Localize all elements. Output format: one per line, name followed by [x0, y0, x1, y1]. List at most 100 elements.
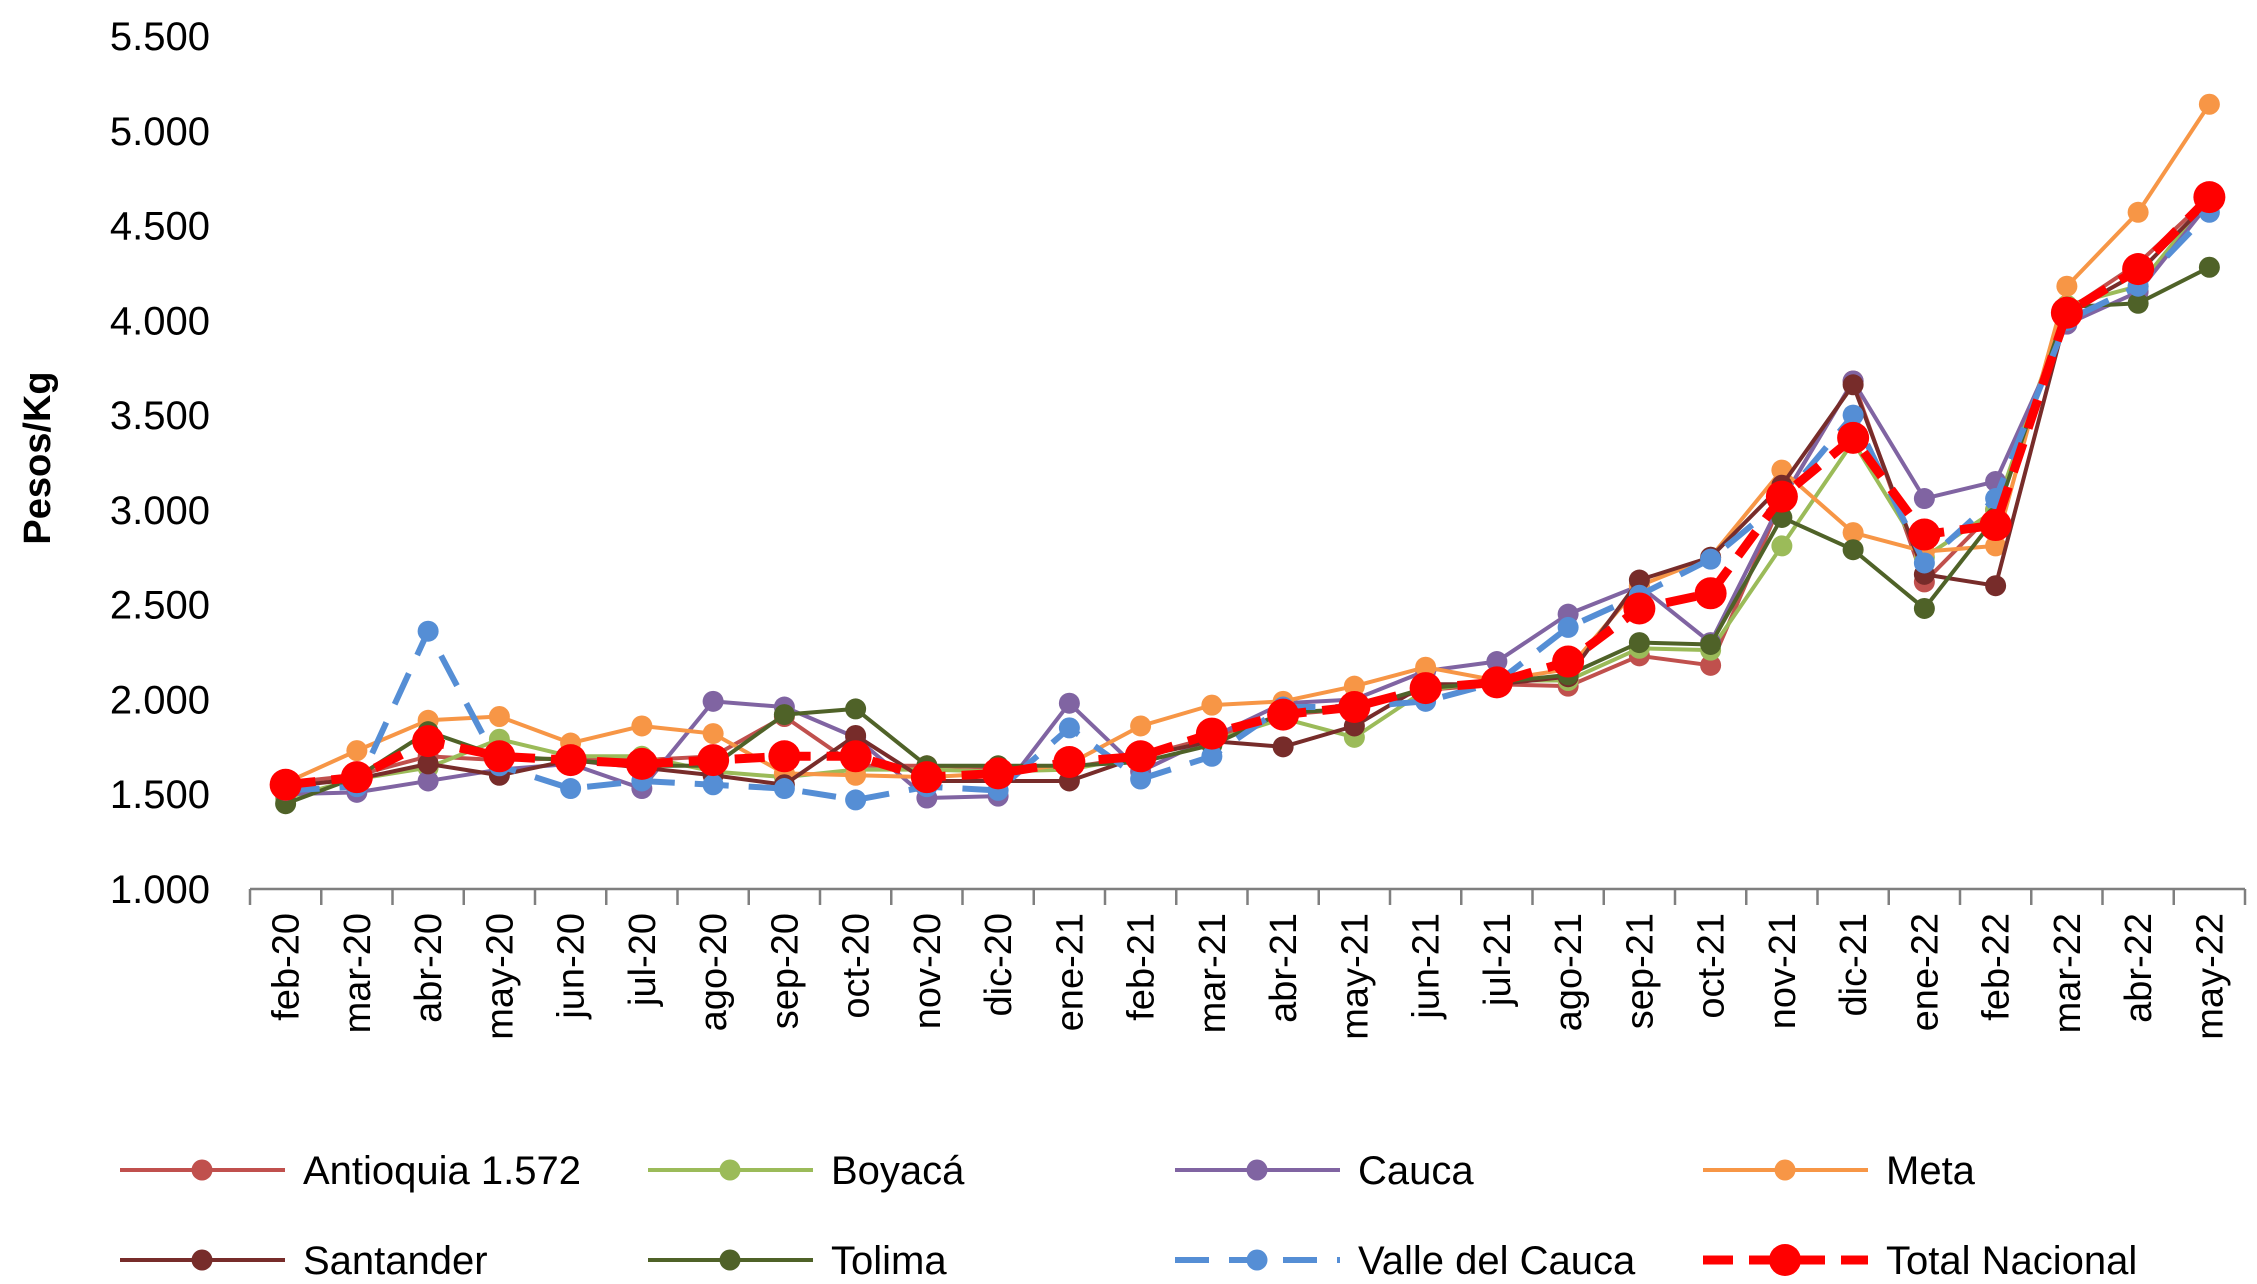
series-cauca	[275, 192, 2220, 809]
data-point	[1842, 539, 1864, 561]
legend-item: Meta	[1703, 1149, 1976, 1193]
data-point	[1628, 569, 1650, 591]
data-point	[346, 740, 368, 762]
series-line	[285, 193, 2213, 790]
data-point	[697, 744, 730, 777]
data-point	[1700, 633, 1722, 655]
data-point	[702, 774, 724, 796]
data-point	[1058, 717, 1080, 739]
legend-item: Tolima	[648, 1239, 947, 1283]
x-tick-label: may-20	[479, 913, 521, 1040]
x-tick-label: may-22	[2189, 913, 2231, 1040]
data-point	[1557, 616, 1579, 638]
data-point	[1979, 509, 2012, 542]
x-tick-label: jun-21	[1406, 913, 1448, 1020]
data-point	[1415, 656, 1437, 678]
data-point	[412, 725, 445, 758]
data-point	[1771, 535, 1793, 557]
data-point	[554, 744, 587, 777]
data-point	[1913, 488, 1935, 510]
data-point	[773, 778, 795, 800]
data-point	[417, 753, 439, 775]
data-point	[631, 715, 653, 737]
x-tick-label: ago-20	[693, 913, 735, 1031]
legend-item: Total Nacional	[1703, 1239, 2137, 1283]
legend-item: Santander	[120, 1239, 488, 1283]
data-point	[1842, 522, 1864, 544]
y-axis-ticks: 1.000 1.500 2.000 2.500 3.000 3.500 4.000 4.500…	[110, 15, 210, 912]
x-tick-label: dic-21	[1833, 913, 1875, 1017]
data-point	[1913, 552, 1935, 574]
data-point	[1913, 597, 1935, 619]
legend-swatch-marker	[1246, 1159, 1268, 1181]
data-point	[702, 690, 724, 712]
data-point	[1985, 535, 2007, 557]
legend-swatch-marker	[719, 1249, 741, 1271]
x-tick-label: feb-20	[266, 913, 308, 1021]
y-tick-label: 1.500	[110, 773, 210, 817]
data-point	[417, 620, 439, 642]
data-point	[982, 757, 1015, 790]
x-tick-label: nov-21	[1762, 913, 1804, 1029]
legend-label: Cauca	[1358, 1149, 1474, 1193]
legend-item: Antioquia 1.572	[120, 1149, 581, 1193]
data-point	[1201, 745, 1223, 767]
y-tick-label: 2.000	[110, 678, 210, 722]
data-point	[1694, 577, 1727, 610]
x-tick-label: abr-22	[2118, 913, 2160, 1023]
data-point	[1908, 518, 1941, 551]
legend-label: Valle del Cauca	[1358, 1239, 1636, 1283]
data-point	[1837, 421, 1870, 454]
x-tick-label: mar-22	[2047, 913, 2089, 1033]
data-point	[1195, 717, 1228, 750]
data-point	[1623, 592, 1656, 625]
legend-swatch-marker	[1769, 1244, 1801, 1276]
data-point	[1058, 692, 1080, 714]
y-tick-label: 5.500	[110, 15, 210, 59]
x-tick-label: oct-21	[1691, 913, 1733, 1019]
legend-swatch-marker	[1246, 1249, 1268, 1271]
x-tick-label: jul-21	[1477, 913, 1519, 1007]
legend-item: Boyacá	[648, 1149, 965, 1193]
data-point	[2198, 256, 2220, 278]
x-tick-label: jun-20	[551, 913, 593, 1020]
legend-label: Tolima	[831, 1239, 947, 1283]
data-point	[2127, 201, 2149, 223]
data-point	[1201, 694, 1223, 716]
data-point	[2050, 296, 2083, 329]
data-point	[1409, 672, 1442, 705]
series-line	[284, 103, 2212, 785]
data-point	[910, 761, 943, 794]
data-point	[768, 740, 801, 773]
data-point	[1267, 698, 1300, 731]
data-point	[1985, 575, 2007, 597]
x-tick-label: mar-20	[337, 913, 379, 1033]
legend-swatch-marker	[191, 1159, 213, 1181]
data-point	[2127, 292, 2149, 314]
data-point	[2122, 253, 2155, 286]
data-point	[1842, 374, 1864, 396]
data-point	[1338, 691, 1371, 724]
legend-swatch-marker	[719, 1159, 741, 1181]
legend-swatch-marker	[191, 1249, 213, 1271]
x-axis-ticks: feb-20 mar-20 abr-20 may-20 jun-20 jul-20 ago-…	[266, 913, 2232, 1040]
data-point	[483, 740, 516, 773]
y-axis-label: Pesos/Kg	[17, 371, 59, 544]
legend: Antioquia 1.572 Boyacá Cauca Meta Santander T…	[120, 1149, 2137, 1283]
legend-label: Boyacá	[831, 1149, 965, 1193]
series-meta	[275, 93, 2220, 794]
data-point	[702, 723, 724, 745]
x-tick-label: sep-21	[1619, 913, 1661, 1029]
data-point	[845, 789, 867, 811]
data-point	[1124, 740, 1157, 773]
data-point	[1343, 675, 1365, 697]
chart-axes	[248, 887, 2247, 905]
data-point	[1628, 632, 1650, 654]
data-point	[1053, 745, 1086, 778]
data-point	[845, 724, 867, 746]
x-tick-label: feb-21	[1121, 913, 1163, 1021]
x-tick-label: nov-20	[907, 913, 949, 1029]
x-tick-label: dic-20	[978, 913, 1020, 1017]
data-point	[1272, 736, 1294, 758]
